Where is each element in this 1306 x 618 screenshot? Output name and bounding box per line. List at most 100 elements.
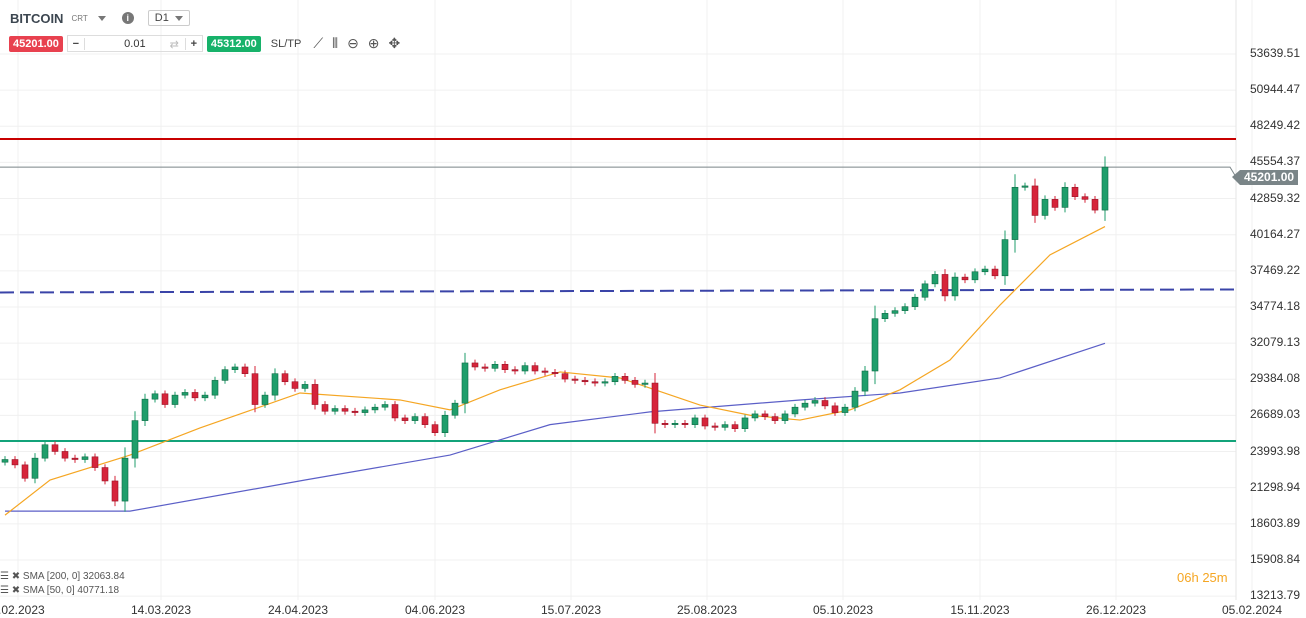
timeframe-select[interactable]: D1	[147, 10, 190, 26]
candle-body	[191, 392, 199, 399]
candle-body	[171, 394, 179, 405]
y-tick-label: 40164.27	[1249, 226, 1300, 241]
x-tick-label: 05.10.2023	[812, 603, 874, 617]
candle-body	[661, 422, 669, 425]
quantity-stepper: − 0.01 ⇄ +	[66, 35, 203, 52]
candle-body	[111, 480, 119, 502]
candle-body	[741, 417, 749, 429]
candles-icon[interactable]: ⫴	[332, 35, 339, 51]
y-tick-label: 37469.22	[1249, 262, 1300, 277]
line-chart-icon[interactable]: ⟋	[313, 35, 324, 51]
timeframe-value: D1	[154, 12, 169, 24]
candle-body	[821, 400, 829, 407]
y-tick-label: 45554.37	[1249, 154, 1300, 169]
y-tick-label: 32079.13	[1249, 335, 1300, 350]
candle-body	[951, 276, 959, 297]
candle-body	[351, 410, 359, 413]
candle-body	[981, 268, 989, 273]
y-tick-label: 13213.79	[1249, 588, 1300, 603]
candle-body	[1021, 185, 1029, 188]
increase-button[interactable]: +	[190, 37, 198, 50]
candle-body	[411, 416, 419, 421]
candle-body	[331, 408, 339, 412]
swap-icon[interactable]: ⇄	[169, 38, 179, 51]
crosshair-move-icon[interactable]: ✥	[388, 35, 401, 51]
candle-body	[121, 457, 129, 502]
candle-body	[711, 425, 719, 428]
zoom-out-icon[interactable]: ⊖	[347, 35, 359, 51]
candle-body	[131, 420, 139, 459]
candle-body	[921, 283, 929, 298]
candle-body	[1011, 186, 1019, 240]
candle-body	[11, 459, 19, 466]
candle-body	[751, 413, 759, 419]
legend-sma200[interactable]: ☰ ✖ SMA [200, 0] 32063.84	[0, 571, 125, 582]
info-icon[interactable]: i	[121, 12, 134, 24]
sltp-button[interactable]: SL/TP	[270, 37, 302, 50]
candle-body	[521, 365, 529, 372]
sell-button[interactable]: 45201.00	[9, 35, 63, 52]
sma200-line	[5, 342, 1106, 512]
current-price-line	[0, 166, 1237, 178]
symbol-name[interactable]: BITCOIN	[10, 10, 64, 26]
countdown-minutes: 25m	[1202, 570, 1228, 585]
y-tick-label: 34774.18	[1249, 298, 1300, 313]
symbol-type: CRT	[71, 13, 88, 23]
symbol-dropdown-icon[interactable]	[97, 15, 106, 21]
candle-body	[561, 373, 569, 380]
candle-body	[781, 413, 789, 421]
legend-sma50-label: SMA [50, 0] 40771.18	[22, 585, 120, 596]
candle-body	[81, 456, 89, 460]
buy-button[interactable]: 45312.00	[206, 35, 261, 52]
candle-body	[1101, 166, 1109, 211]
candle-body	[721, 424, 729, 428]
candle-body	[381, 404, 389, 408]
candle-body	[21, 464, 29, 479]
zoom-in-icon[interactable]: ⊕	[367, 35, 380, 51]
candle-body	[311, 384, 319, 405]
y-tick-label: 21298.94	[1249, 479, 1300, 494]
candle-body	[341, 408, 349, 412]
x-tick-label: 05.02.2024	[1221, 603, 1283, 617]
x-tick-label: 04.06.2023	[404, 603, 466, 617]
candle-body	[471, 362, 479, 368]
candle-body	[861, 370, 869, 392]
candle-body	[1001, 239, 1009, 277]
decrease-button[interactable]: −	[72, 37, 80, 50]
candle-body	[501, 363, 509, 370]
quantity-input[interactable]: 0.01 ⇄	[83, 37, 186, 51]
candle-body	[881, 313, 889, 320]
candle-body	[181, 392, 189, 396]
candle-body	[401, 417, 409, 421]
candle-body	[251, 373, 259, 405]
x-tick-label: 14.03.2023	[130, 603, 192, 617]
x-tick-label: 24.04.2023	[267, 603, 329, 617]
candle-body	[241, 366, 249, 374]
candle-body	[831, 405, 839, 413]
candle-body	[161, 393, 169, 405]
candle-body	[391, 404, 399, 419]
candle-body	[201, 394, 209, 399]
y-tick-label: 50944.47	[1249, 82, 1300, 97]
candle-body	[1091, 199, 1099, 211]
candle-body	[1061, 186, 1069, 208]
candle-body	[671, 422, 679, 425]
candle-body	[551, 372, 559, 374]
candle-body	[621, 376, 629, 381]
candle-body	[761, 413, 769, 417]
current-price-tag: 45201.00	[1231, 170, 1299, 185]
candle-body	[371, 406, 379, 411]
candle-body	[941, 274, 949, 297]
candle-body	[271, 373, 279, 396]
candle-body	[1031, 185, 1039, 216]
candle-body	[841, 406, 849, 413]
candle-body	[891, 310, 899, 314]
candle-body	[151, 393, 159, 400]
sma50-line	[4, 226, 1106, 516]
candle-body	[481, 366, 489, 369]
legend-sma50[interactable]: ☰ ✖ SMA [50, 0] 40771.18	[0, 585, 120, 596]
candle-body	[801, 402, 809, 408]
candle-body	[221, 369, 229, 381]
